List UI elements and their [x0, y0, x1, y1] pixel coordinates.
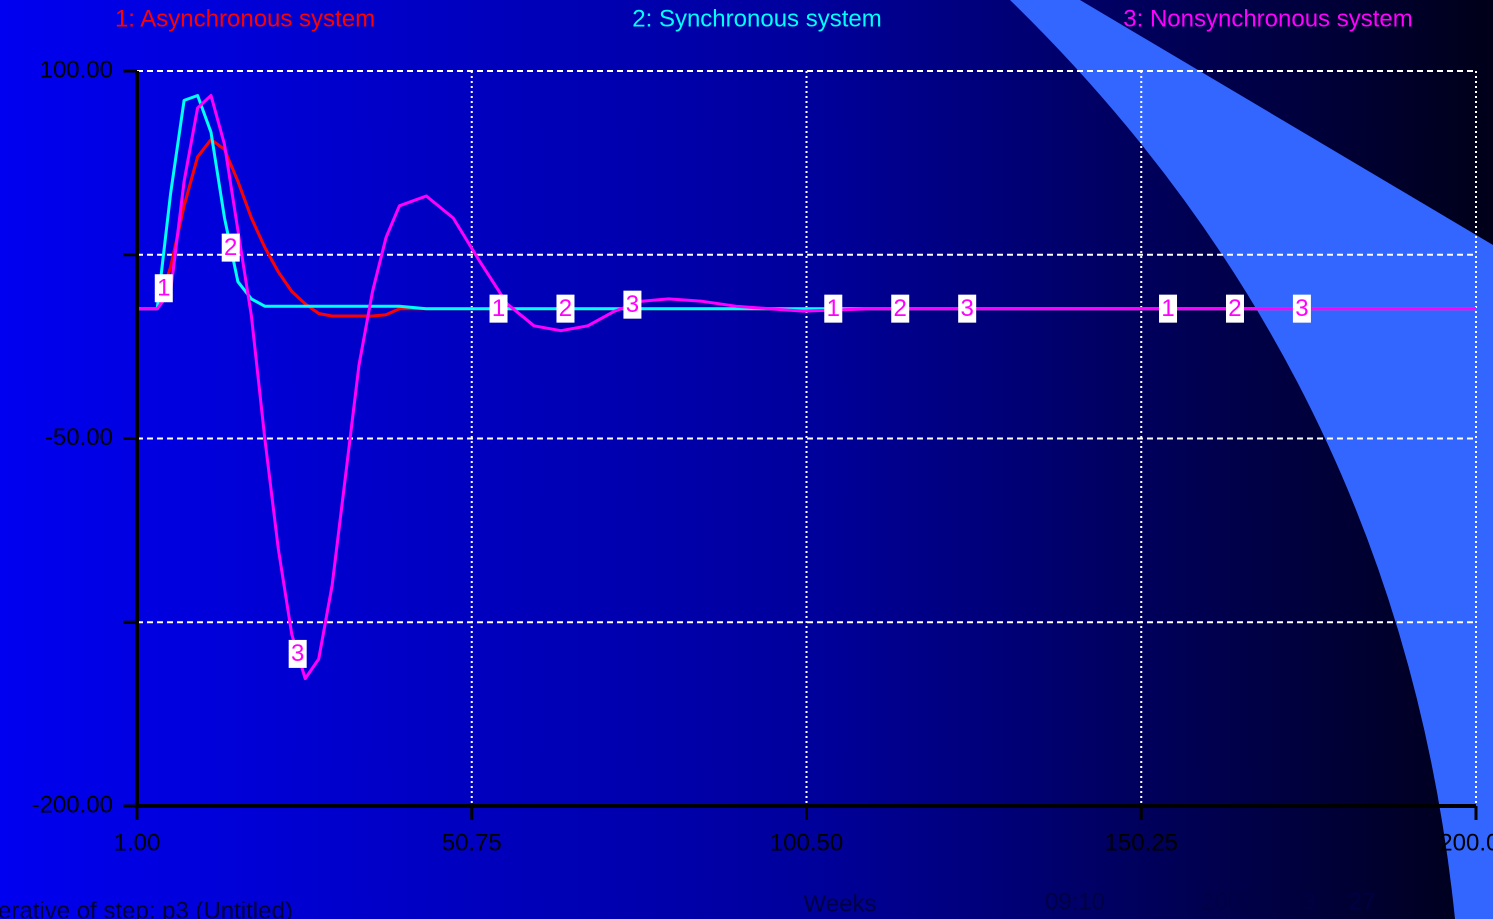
x-tick-label: 50.75 [442, 829, 502, 856]
x-axis-label: Weeks [804, 890, 877, 917]
legend-entry: 1: Asynchronous system [115, 5, 375, 32]
timestamp: 09:10 [1045, 888, 1105, 915]
series-marker-label: 3 [626, 291, 639, 318]
legend-entry: 2: Synchronous system [632, 5, 881, 32]
series-marker-label: 2 [894, 295, 907, 322]
x-tick-label: 150.25 [1105, 829, 1178, 856]
series-marker-label: 2 [1228, 295, 1241, 322]
y-tick-label: -50.00 [45, 424, 113, 451]
y-tick-label: 100.00 [40, 56, 113, 83]
y-tick-label: -200.00 [32, 791, 113, 818]
series-marker-label: 1 [492, 295, 505, 322]
timestamp: 27 [1349, 888, 1376, 915]
series-marker-label: 2 [224, 234, 237, 261]
chart: 1 1 1 1 2 2 2 2 3 3 3 3 100.00 -50.00 -200.001.00 50.7… [0, 0, 1493, 919]
legend-entry: 3: Nonsynchronous system [1123, 5, 1412, 32]
series-marker-label: 1 [1161, 295, 1174, 322]
footer-text: erative of step: p3 (Untitled) [0, 897, 293, 919]
timestamp: 2003 [1201, 888, 1254, 915]
series-marker-label: 1 [157, 275, 170, 302]
series-marker-label: 2 [559, 295, 572, 322]
series-marker-label: 3 [961, 295, 974, 322]
series-marker-label: 3 [1295, 295, 1308, 322]
x-tick-label: 200.00 [1439, 829, 1493, 856]
x-tick-label: 100.50 [770, 829, 843, 856]
timestamp: 3 [1303, 888, 1316, 915]
series-marker-label: 1 [827, 295, 840, 322]
x-tick-label: 1.00 [114, 829, 161, 856]
series-marker-label: 3 [291, 640, 304, 667]
